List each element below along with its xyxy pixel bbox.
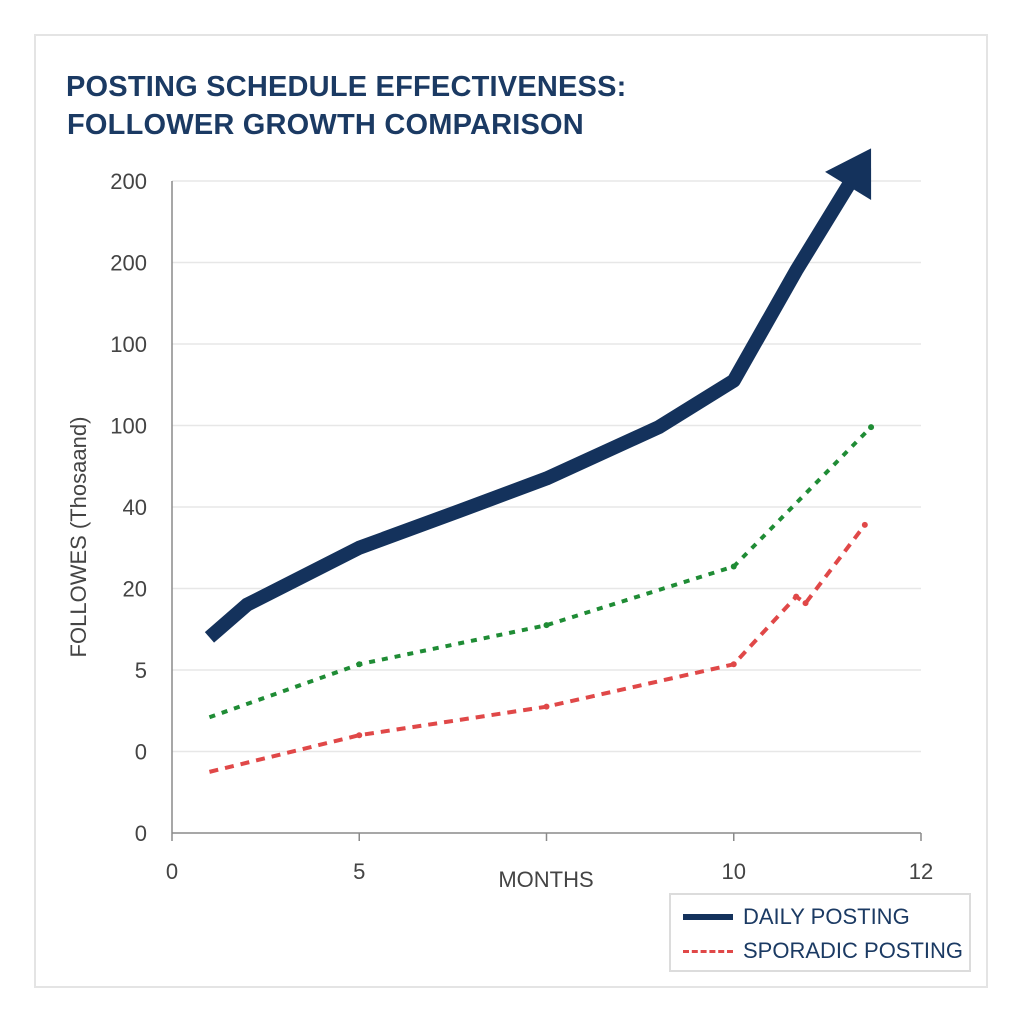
chart-card xyxy=(34,34,988,988)
series-point-series-1-4 xyxy=(868,424,875,431)
y-tick-label-8: 200 xyxy=(110,169,147,194)
y-tick-label-7: 200 xyxy=(110,251,147,276)
chart-title-line-2: FOLLOWER GROWTH COMPARISON xyxy=(67,109,584,141)
y-axis-label: FOLLOWES (Thosaand) xyxy=(66,417,91,658)
series-line-daily-posting xyxy=(204,170,862,643)
series-point-series-1-1 xyxy=(356,661,363,668)
y-tick-label-3: 20 xyxy=(123,577,147,602)
chart-legend: DAILY POSTING SPORADIC POSTING xyxy=(669,893,971,972)
legend-item-sporadic-posting: SPORADIC POSTING xyxy=(683,936,963,966)
series-arrowhead-daily-posting xyxy=(825,148,872,201)
x-tick-label-3: 10 xyxy=(722,859,746,884)
y-tick-label-0: 0 xyxy=(135,821,147,846)
series-line-series-1 xyxy=(208,425,873,720)
series-point-series-1-3 xyxy=(730,563,737,570)
y-tick-label-2: 5 xyxy=(135,658,147,683)
y-tick-label-6: 100 xyxy=(110,332,147,357)
series-line-sporadic-posting xyxy=(208,523,867,774)
x-tick-label-4: 12 xyxy=(909,859,933,884)
x-tick-label-0: 0 xyxy=(166,859,178,884)
series-point-sporadic-posting-1 xyxy=(356,732,363,739)
series-point-sporadic-posting-2 xyxy=(543,703,550,710)
legend-swatch-daily-posting xyxy=(683,914,733,920)
x-tick-label-1: 5 xyxy=(353,859,365,884)
chart-title: POSTING SCHEDULE EFFECTIVENESS: FOLLOWER… xyxy=(66,68,627,144)
x-axis-label: MONTHS xyxy=(498,867,593,892)
series-point-sporadic-posting-3 xyxy=(730,661,737,668)
chart-title-line-1: POSTING SCHEDULE EFFECTIVENESS: xyxy=(66,71,627,103)
legend-swatch-sporadic-posting xyxy=(683,949,733,953)
legend-label-daily-posting: DAILY POSTING xyxy=(743,904,910,929)
y-tick-label-4: 40 xyxy=(123,495,147,520)
legend-label-sporadic-posting: SPORADIC POSTING xyxy=(743,938,964,963)
y-tick-label-1: 0 xyxy=(135,740,147,765)
legend-item-daily-posting: DAILY POSTING xyxy=(683,902,910,932)
series-point-sporadic-posting-5 xyxy=(802,600,809,607)
y-tick-label-5: 100 xyxy=(110,414,147,439)
series-point-series-1-2 xyxy=(543,622,550,629)
series-point-sporadic-posting-6 xyxy=(861,521,868,528)
series-point-sporadic-posting-4 xyxy=(793,593,800,600)
